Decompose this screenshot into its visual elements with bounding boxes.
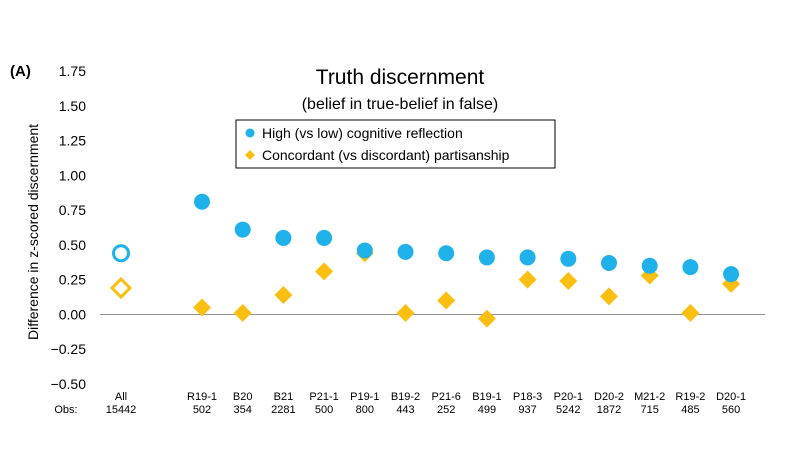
circle-point: [519, 249, 536, 266]
x-tick-label: P19-1: [350, 391, 379, 403]
y-tick-label: 1.75: [59, 63, 86, 79]
obs-count-label: 937: [518, 404, 536, 416]
y-tick-label: 0.25: [59, 272, 86, 288]
obs-count-label: 560: [722, 404, 740, 416]
circle-point: [478, 249, 495, 266]
x-tick-label: P20-1: [554, 391, 583, 403]
y-axis-label: Difference in z-scored discernment: [25, 124, 41, 340]
chart-title: Truth discernment: [316, 66, 485, 89]
x-tick-label: M21-2: [634, 391, 665, 403]
y-tick-label: 1.25: [59, 133, 86, 149]
legend-box: [235, 119, 556, 169]
obs-count-label: 443: [396, 404, 414, 416]
diamond-point-aggregate: [109, 276, 133, 300]
legend-entry-high: High (vs low) cognitive reflection: [262, 125, 463, 141]
legend-marker-circle: [245, 128, 255, 138]
obs-count-label: 715: [641, 404, 659, 416]
panel-label: (A): [10, 63, 31, 80]
obs-count-label: 499: [478, 404, 496, 416]
legend-marker-diamond: [245, 150, 255, 160]
y-tick-label: 0.00: [59, 306, 86, 322]
diamond-point: [518, 270, 537, 289]
x-tick-label: P21-6: [432, 391, 461, 403]
circle-point: [397, 243, 414, 260]
x-tick-label: B19-1: [472, 391, 501, 403]
y-tick-label: 0.75: [59, 202, 86, 218]
x-tick-label: B20: [233, 391, 253, 403]
circle-point: [194, 193, 210, 210]
circle-point: [275, 229, 292, 246]
y-tick-label: −0.50: [51, 376, 87, 392]
circle-point: [601, 254, 617, 271]
x-tick-label: P21-1: [309, 391, 338, 403]
diamond-point: [600, 287, 618, 306]
circle-point: [682, 259, 699, 276]
x-tick-label: B19-2: [391, 391, 420, 403]
diamond-point: [233, 304, 252, 323]
diamond-point: [681, 304, 700, 323]
obs-count-label: 500: [315, 404, 333, 416]
obs-count-label: 5242: [556, 404, 580, 416]
x-tick-label: B21: [274, 391, 294, 403]
circle-point: [356, 242, 373, 259]
x-tick-label: D20-2: [594, 391, 624, 403]
diamond-point: [559, 272, 578, 291]
y-tick-label: 1.50: [59, 98, 86, 114]
legend-entry-concordant: Concordant (vs discordant) partisanship: [262, 147, 510, 163]
circle-point: [438, 245, 455, 262]
circle-point: [316, 229, 333, 246]
data-marks: [109, 193, 741, 328]
diamond-point: [396, 304, 415, 323]
obs-count-label: 252: [437, 404, 455, 416]
circle-point-aggregate: [112, 244, 130, 263]
diamond-point: [193, 298, 211, 317]
y-axis-ticks: 1.75 1.50 1.25 1.00 0.75 0.50 0.25 0.00 −0.25 −0.…: [51, 63, 87, 392]
circle-point: [641, 257, 658, 274]
circle-point: [560, 250, 577, 267]
y-tick-label: −0.25: [51, 341, 87, 357]
y-tick-label: 1.00: [59, 167, 86, 183]
x-tick-label: All: [115, 391, 127, 403]
obs-label: Obs:: [54, 404, 77, 416]
obs-count-label: 502: [193, 404, 211, 416]
obs-count-label: 15442: [106, 404, 137, 416]
x-tick-label: D20-1: [716, 391, 746, 403]
obs-count-label: 2281: [271, 404, 295, 416]
x-tick-label: R19-1: [187, 391, 217, 403]
circle-point: [723, 266, 740, 283]
diamond-point: [274, 285, 293, 304]
x-tick-label: R19-2: [675, 391, 705, 403]
obs-count-label: 1872: [597, 404, 621, 416]
obs-count-label: 485: [681, 404, 699, 416]
x-tick-label: P18-3: [513, 391, 542, 403]
legend: High (vs low) cognitive reflection Conco…: [235, 119, 556, 169]
chart-subtitle: (belief in true-belief in false): [302, 96, 499, 113]
obs-count-label: 354: [234, 404, 252, 416]
circle-point: [234, 221, 251, 238]
obs-count-label: 800: [356, 404, 374, 416]
diamond-point: [477, 309, 496, 328]
y-tick-label: 0.50: [59, 237, 86, 253]
diamond-point: [437, 291, 456, 310]
diamond-point: [315, 262, 334, 281]
